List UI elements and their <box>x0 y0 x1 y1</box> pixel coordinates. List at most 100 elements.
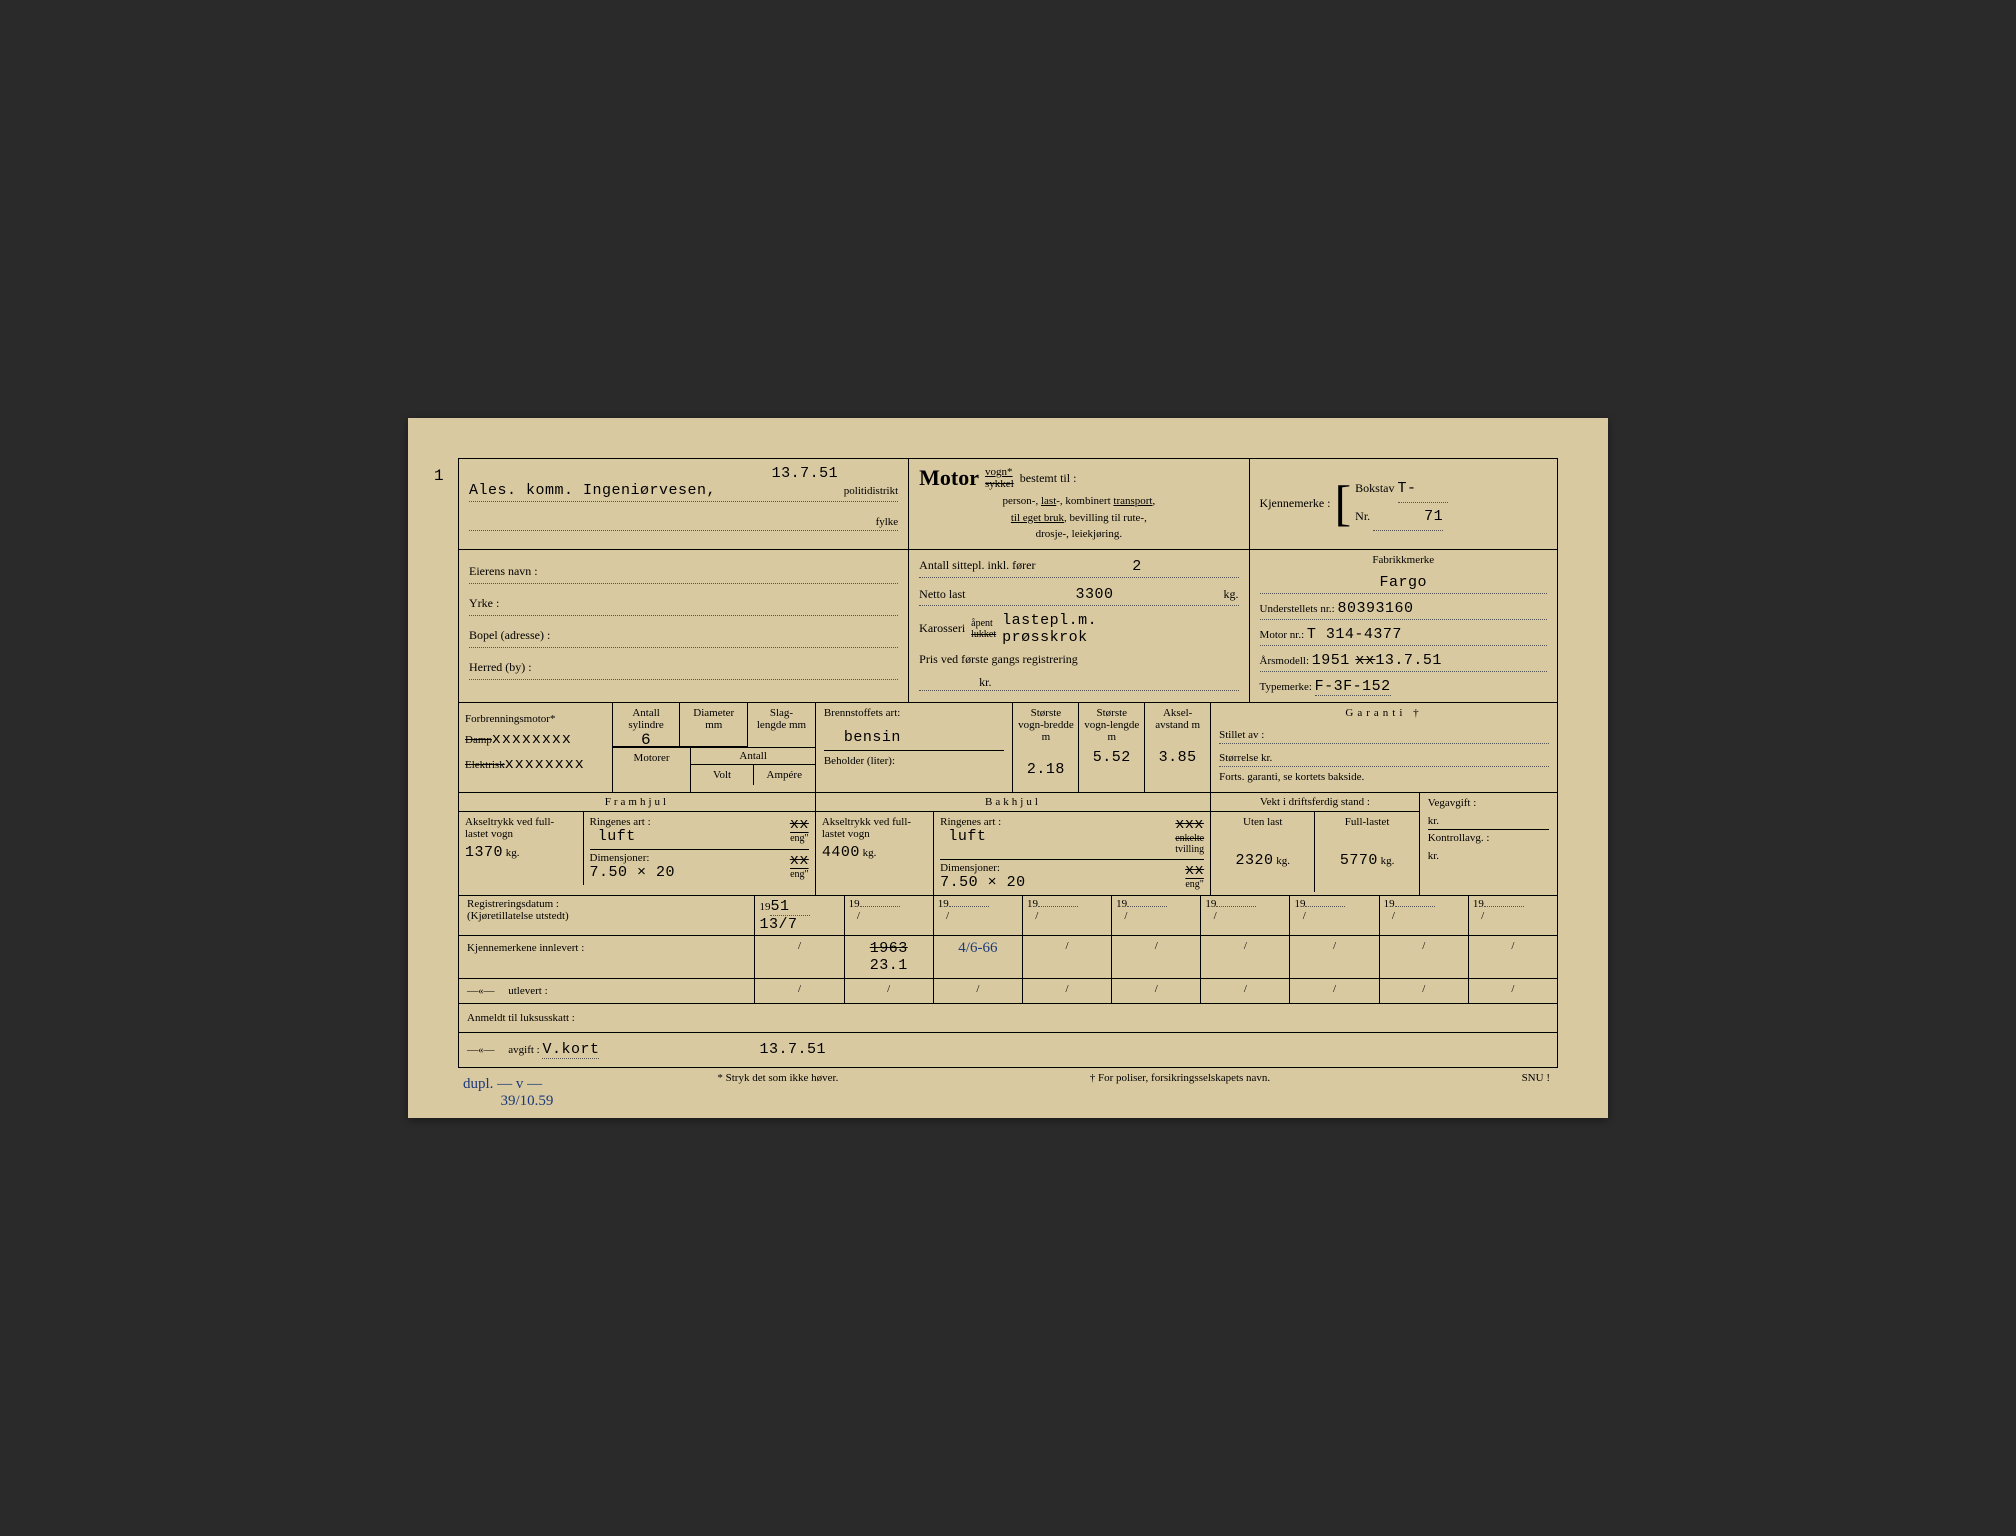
nr-value: 71 <box>1373 503 1443 531</box>
anmeldt-row: Anmeldt til luksusskatt : <box>459 1004 1557 1033</box>
motorer-label: Motorer <box>613 748 692 792</box>
top-date: 13.7.51 <box>772 465 839 482</box>
avgift-label: avgift : <box>508 1044 539 1056</box>
arsmodell-label: Årsmodell: <box>1260 655 1310 667</box>
bottom-handwriting: dupl. — v — 39/10.59 <box>463 1076 553 1110</box>
yrke-label: Yrke : <box>469 584 898 616</box>
motor-box: Motor vogn* sykkel bestemt til : person-… <box>909 459 1249 550</box>
fram-akseltrykk-label: Akseltrykk ved full-lastet vogn <box>465 816 577 840</box>
uten-label: Uten last <box>1215 816 1310 828</box>
sittepl-label: Antall sittepl. inkl. fører <box>919 558 1035 575</box>
herred-label: Herred (by) : <box>469 648 898 680</box>
pris-label: Pris ved første gangs registrering <box>919 648 1238 669</box>
owner-box: Eierens navn : Yrke : Bopel (adresse) : … <box>459 550 909 703</box>
fram-kg-value: 1370 <box>465 844 503 861</box>
pris-kr: kr. <box>919 669 1238 691</box>
bokstav-label: Bokstav <box>1355 481 1394 495</box>
snu-note: SNU ! <box>1522 1072 1550 1084</box>
beholder-label: Beholder (liter): <box>824 751 1005 767</box>
brennstoff-value: bensin <box>824 719 1005 751</box>
sittepl-value: 2 <box>1035 558 1238 575</box>
bakhjul-label: Bakhjul <box>816 793 1210 812</box>
innlevert-row: Kjennemerkene innlevert : / 196323.1 4/6… <box>459 936 1557 979</box>
antall-label: Antall <box>691 748 814 765</box>
district-value: Ales. komm. Ingeniørvesen, <box>469 482 716 499</box>
nr-label: Nr. <box>1355 509 1370 523</box>
motor-sykkel: sykkel <box>985 478 1014 490</box>
fram-ring-label: Ringenes art : <box>590 816 651 828</box>
bredde-label: Største vogn-bredde m <box>1018 707 1074 743</box>
reg-sub: (Kjøretillatelse utstedt) <box>467 910 746 922</box>
fram-dim-value: 7.50 × 20 <box>590 864 676 881</box>
arsmodell-value: 1951 <box>1312 652 1350 669</box>
arsmodell-date: 13.7.51 <box>1375 652 1442 669</box>
kjenne-label: Kjennemerke : <box>1260 496 1331 511</box>
volt-label: Volt <box>691 765 753 785</box>
motor-details-box: Antall sittepl. inkl. fører 2 Netto last… <box>909 550 1249 703</box>
forbrenning-label: Forbrenningsmotor* <box>465 707 606 731</box>
fram-dim-label: Dimensjoner: <box>590 852 650 864</box>
fram-ring-value: luft <box>598 828 636 845</box>
kontroll-label: Kontrollavg. : <box>1428 830 1549 844</box>
motor-bestemt: bestemt til : <box>1020 471 1077 486</box>
innlevert-date: 23.1 <box>870 957 908 974</box>
uten-value: 2320 <box>1236 852 1274 869</box>
garanti-label: Garanti † <box>1219 707 1549 719</box>
bopel-label: Bopel (adresse) : <box>469 616 898 648</box>
stillet-label: Stillet av : <box>1219 719 1549 744</box>
typemerke-value: F-3F-152 <box>1315 678 1391 696</box>
full-value: 5770 <box>1340 852 1378 869</box>
fylke-label: fylke <box>876 516 899 528</box>
innlevert-year: 1963 <box>870 940 908 957</box>
reg-label: Registreringsdatum : <box>467 898 746 910</box>
ampere-label: Ampére <box>754 765 815 785</box>
eier-label: Eierens navn : <box>469 558 898 584</box>
framhjul-label: Framhjul <box>459 793 815 812</box>
lengde-label: Største vogn-lengde m <box>1084 707 1139 743</box>
understell-value: 80393160 <box>1337 600 1413 617</box>
bredde-value: 2.18 <box>1017 761 1074 778</box>
utlevert-row: —«— utlevert : / / / / / / / / / <box>459 979 1557 1004</box>
district-label: politidistrikt <box>844 485 898 497</box>
kjennemerke-box: Kjennemerke : [ Bokstav T- Nr. 71 <box>1250 459 1557 550</box>
wheels-row: Framhjul Akseltrykk ved full-lastet vogn… <box>459 793 1557 896</box>
aksel-label: Aksel-avstand m <box>1155 707 1200 731</box>
karosseri-label: Karosseri <box>919 621 965 636</box>
aksel-value: 3.85 <box>1149 749 1206 766</box>
lengde-value: 5.52 <box>1083 749 1140 766</box>
fabrikk-box: Fabrikkmerke Fargo Understellets nr.: 80… <box>1250 550 1557 703</box>
index-number: 1 <box>434 467 444 485</box>
reg-date-1: 13/7 <box>759 916 797 933</box>
avgift-row: —«— avgift : V.kort 13.7.51 <box>459 1033 1557 1067</box>
footer-notes: * Stryk det som ikke høver. † For polise… <box>458 1068 1558 1088</box>
bak-dim-value: 7.50 × 20 <box>940 874 1026 891</box>
poliser-note: † For poliser, forsikringsselskapets nav… <box>1090 1072 1270 1084</box>
bokstav-value: T- <box>1398 475 1448 503</box>
reg-year-1: 51 <box>770 898 810 916</box>
full-label: Full-lastet <box>1319 816 1414 828</box>
understell-label: Understellets nr.: <box>1260 603 1335 615</box>
slag-label: Slag-lengde mm <box>748 703 815 748</box>
brennstoff-label: Brennstoffets art: <box>824 707 1005 719</box>
registration-card: 1 13.7.51 Ales. komm. Ingeniørvesen, pol… <box>408 418 1608 1118</box>
vekt-label: Vekt i driftsferdig stand : <box>1211 793 1419 812</box>
netto-label: Netto last <box>919 587 965 602</box>
bak-ring-value: luft <box>948 828 986 845</box>
vegavgift-label: Vegavgift : <box>1428 797 1549 809</box>
diameter-label: Diameter mm <box>680 703 748 748</box>
forts-label: Forts. garanti, se kortets bakside. <box>1219 767 1549 783</box>
utlevert-label: utlevert : <box>508 985 547 997</box>
sylindre-label: Antall sylindre6 <box>613 703 681 748</box>
innlevert-label: Kjennemerkene innlevert : <box>459 936 755 979</box>
stryk-note: * Stryk det som ikke høver. <box>717 1072 838 1084</box>
sylindre-value: 6 <box>641 731 651 749</box>
typemerke-label: Typemerke: <box>1260 681 1312 693</box>
innlevert-blue: 4/6-66 <box>958 940 997 956</box>
motor-vogn: vogn* <box>985 466 1013 478</box>
motor-desc: person-, last-, kombinert transport, til… <box>919 493 1238 543</box>
avgift-date: 13.7.51 <box>755 1033 1557 1067</box>
registration-header-row: Registreringsdatum : (Kjøretillatelse ut… <box>459 896 1557 936</box>
fabrikk-value: Fargo <box>1260 566 1547 594</box>
fabrikk-label: Fabrikkmerke <box>1260 554 1547 566</box>
karosseri-val1: lastepl.m. <box>1002 612 1097 629</box>
